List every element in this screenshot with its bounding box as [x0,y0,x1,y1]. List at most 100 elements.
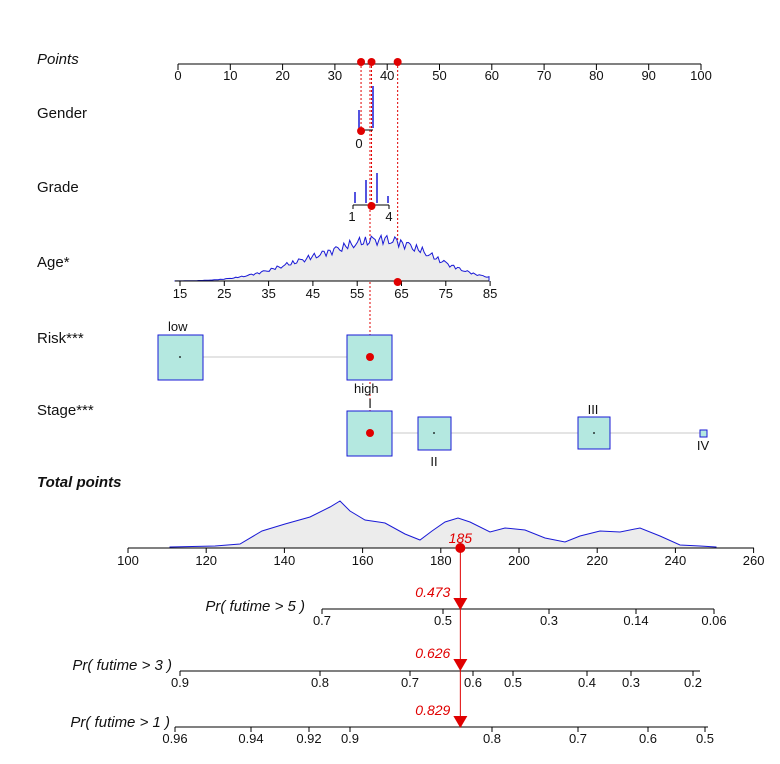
points-tick-label-4: 40 [380,68,394,83]
total-points-density-curve [169,500,717,549]
risk-high-label: high [354,381,379,396]
prob-tick-label-1-1: 0.8 [311,675,329,690]
points-tick-label-9: 90 [641,68,655,83]
prediction-value-0: 0.473 [415,584,450,600]
prob-tick-label-0-3: 0.14 [623,613,648,628]
prediction-arrow-0 [453,598,468,610]
stage-I-label: I [368,396,372,411]
grade-marker [367,202,376,210]
total-tick-label-2: 140 [274,553,296,568]
total-points-label: Total points [37,474,121,491]
risk-label: Risk*** [37,330,84,347]
points-marker-0 [357,58,366,66]
prediction-arrow-2 [453,716,468,728]
points-axis-ticks: 0 10 20 30 40 50 60 70 80 90 100 [174,64,712,83]
prob-tick-label-1-5: 0.4 [578,675,596,690]
age-tick-label-3: 45 [306,286,320,301]
age-tick-label-1: 25 [217,286,231,301]
prob-tick-label-2-3: 0.9 [341,731,359,746]
risk-low-label: low [168,319,188,334]
age-tick-label-6: 75 [439,286,453,301]
points-tick-label-5: 50 [432,68,446,83]
grade-tick-label-1: 1 [348,209,355,224]
prediction-value-2: 0.829 [415,702,450,718]
points-tick-label-1: 10 [223,68,237,83]
prob-axis-2: Pr( futime > 1 )0.96 0.94 0.92 0.9 0.8 0.7 0.6… [70,714,714,746]
age-tick-label-7: 85 [483,286,497,301]
prob-tick-label-0-0: 0.7 [313,613,331,628]
stage-IV-label: IV [697,438,710,453]
stage-II-label: II [430,454,437,469]
prob-tick-label-2-6: 0.6 [639,731,657,746]
prob-tick-label-2-0: 0.96 [162,731,187,746]
stage-III-center [593,432,595,434]
total-tick-label-8: 260 [743,553,765,568]
age-density-curve [174,233,490,282]
grade-label: Grade [37,179,79,196]
prob-tick-label-1-0: 0.9 [171,675,189,690]
prob-tick-label-1-2: 0.7 [401,675,419,690]
points-axis-label: Points [37,51,79,68]
gender-marker [357,127,366,135]
total-tick-label-7: 240 [665,553,687,568]
risk-low-center [179,356,181,358]
total-tick-label-4: 180 [430,553,452,568]
prob-tick-label-0-2: 0.3 [540,613,558,628]
points-marker-2 [393,58,402,66]
prob-tick-label-0-4: 0.06 [701,613,726,628]
prob-tick-label-1-3: 0.6 [464,675,482,690]
prob-tick-label-2-2: 0.92 [296,731,321,746]
prob-axis-label-0: Pr( futime > 5 ) [205,598,305,615]
grade-distribution: 1 4 [348,173,393,224]
risk-levels: low high [157,319,393,396]
points-tick-label-8: 80 [589,68,603,83]
prob-tick-label-1-6: 0.3 [622,675,640,690]
stage-marker [366,429,374,437]
selected-value-markers: 185 0.473 0.626 0.829 [357,58,472,728]
prob-tick-label-2-1: 0.94 [238,731,263,746]
age-tick-label-5: 65 [394,286,408,301]
total-points-axis-ticks: 100 120 140 160 180 200 220 240 260 [117,548,764,568]
age-tick-label-0: 15 [173,286,187,301]
age-tick-label-4: 55 [350,286,364,301]
gender-tick-label-0: 0 [355,136,362,151]
points-tick-label-7: 70 [537,68,551,83]
stage-II-center [433,432,435,434]
prob-tick-label-2-4: 0.8 [483,731,501,746]
grade-tick-label-4: 4 [385,209,392,224]
stage-III-label: III [588,402,599,417]
points-tick-label-3: 30 [328,68,342,83]
points-tick-label-10: 100 [690,68,712,83]
total-tick-label-0: 100 [117,553,139,568]
prediction-arrow-1 [453,659,468,671]
risk-marker [366,353,374,361]
points-tick-label-6: 60 [485,68,499,83]
age-label: Age* [37,254,70,271]
prob-axis-label-2: Pr( futime > 1 ) [70,714,170,731]
nomogram-body: Points 0 10 20 30 40 50 60 70 80 90 100 Gender 0 G… [37,51,764,746]
stage-label: Stage*** [37,402,94,419]
age-density: 15 25 35 45 55 65 75 85 [173,233,497,301]
stage-IV-box [699,429,708,438]
prob-axis-1: Pr( futime > 3 )0.9 0.8 0.7 0.6 0.5 0.4 0.3 0.2 [72,657,702,690]
prob-axis-label-1: Pr( futime > 3 ) [72,657,172,674]
total-tick-label-6: 220 [586,553,608,568]
age-axis-ticks: 15 25 35 45 55 65 75 85 [173,281,497,301]
risk-low-box [157,334,204,381]
prob-tick-label-2-7: 0.5 [696,731,714,746]
prob-tick-label-2-5: 0.7 [569,731,587,746]
total-points-value: 185 [449,530,473,546]
age-tick-label-2: 35 [261,286,275,301]
total-tick-label-3: 160 [352,553,374,568]
points-marker-1 [367,58,376,66]
probability-axes: Pr( futime > 5 ) 0.7 0.5 0.3 0.14 0.06 Pr( fut… [70,598,726,746]
points-tick-label-2: 20 [275,68,289,83]
points-tick-label-0: 0 [174,68,181,83]
stage-levels: I II III IV [346,396,710,469]
age-marker [393,278,402,286]
total-tick-label-1: 120 [195,553,217,568]
prob-axis-0: Pr( futime > 5 ) 0.7 0.5 0.3 0.14 0.06 [205,598,726,628]
prob-tick-label-1-7: 0.2 [684,675,702,690]
prob-tick-label-1-4: 0.5 [504,675,522,690]
